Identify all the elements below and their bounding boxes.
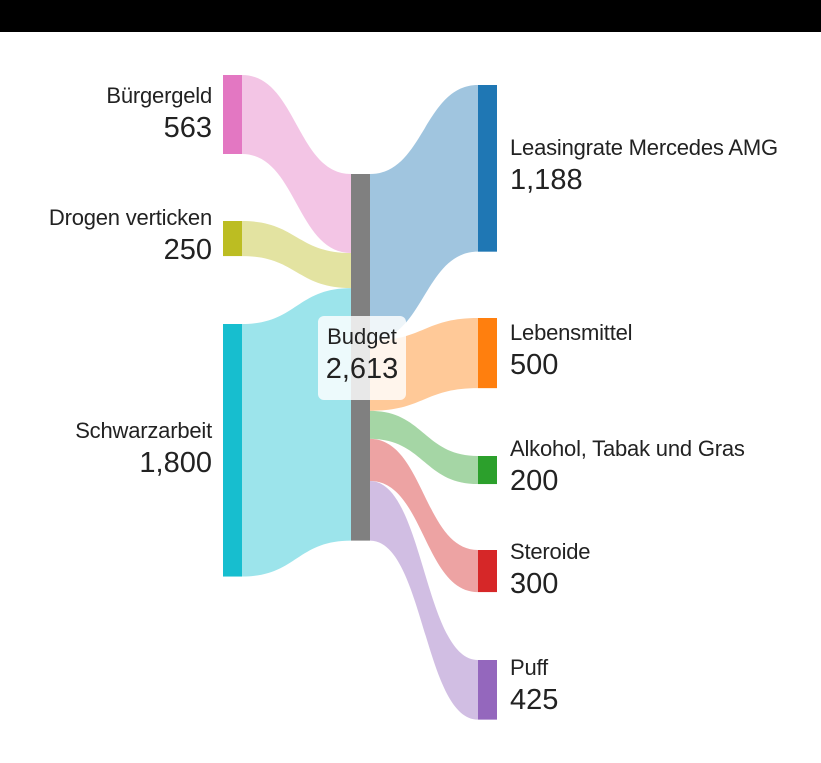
- source-value: 250: [163, 234, 212, 266]
- center-value: 2,613: [325, 353, 399, 385]
- node-steroide: [478, 550, 497, 593]
- source-label-drogen-verticken: Drogen verticken 250: [49, 207, 212, 265]
- target-name: Leasingrate Mercedes AMG: [510, 135, 778, 160]
- target-label-puff: Puff 425: [510, 657, 558, 715]
- target-label-lebensmittel: Lebensmittel 500: [510, 320, 633, 381]
- target-value: 425: [510, 684, 559, 716]
- source-name: Bürgergeld: [106, 83, 212, 108]
- link-puff: [370, 480, 478, 720]
- target-name: Steroide: [510, 539, 591, 564]
- node-lebensmittel: [478, 318, 497, 389]
- node-schwarzarbeit: [223, 324, 242, 577]
- target-label-leasingrate: Leasingrate Mercedes AMG 1,188: [510, 137, 778, 195]
- node-buergergeld: [223, 75, 242, 154]
- source-value: 1,800: [139, 447, 212, 479]
- target-name: Puff: [510, 655, 548, 680]
- link-alkohol-tabak-und-gras: [370, 410, 478, 485]
- node-leasingrate-mercedes-amg: [478, 85, 497, 252]
- target-value: 200: [510, 465, 559, 497]
- link-buergergeld: [242, 75, 351, 253]
- target-name: Alkohol, Tabak und Gras: [510, 436, 745, 461]
- link-drogen-verticken: [242, 221, 351, 289]
- link-leasingrate-mercedes-amg: [370, 85, 478, 341]
- target-value: 500: [510, 349, 559, 381]
- target-label-steroide: Steroide 300: [510, 539, 591, 600]
- node-drogen-verticken: [223, 221, 242, 257]
- link-steroide: [370, 438, 478, 593]
- target-name: Lebensmittel: [510, 320, 633, 345]
- source-name: Drogen verticken: [48, 205, 212, 230]
- source-label-buergergeld: Bürgergeld 563: [106, 85, 212, 143]
- source-name: Schwarzarbeit: [75, 418, 212, 443]
- node-puff: [478, 660, 497, 720]
- source-label-schwarzarbeit: Schwarzarbeit 1,800: [75, 420, 212, 478]
- source-value: 563: [163, 112, 212, 144]
- node-alkohol-tabak-und-gras: [478, 456, 497, 485]
- target-label-alkohol: Alkohol, Tabak und Gras 200: [510, 438, 745, 496]
- target-value: 1,188: [510, 164, 583, 196]
- center-node-label: Budget 2,613: [318, 316, 406, 400]
- center-name: Budget: [327, 324, 397, 349]
- target-value: 300: [510, 568, 559, 600]
